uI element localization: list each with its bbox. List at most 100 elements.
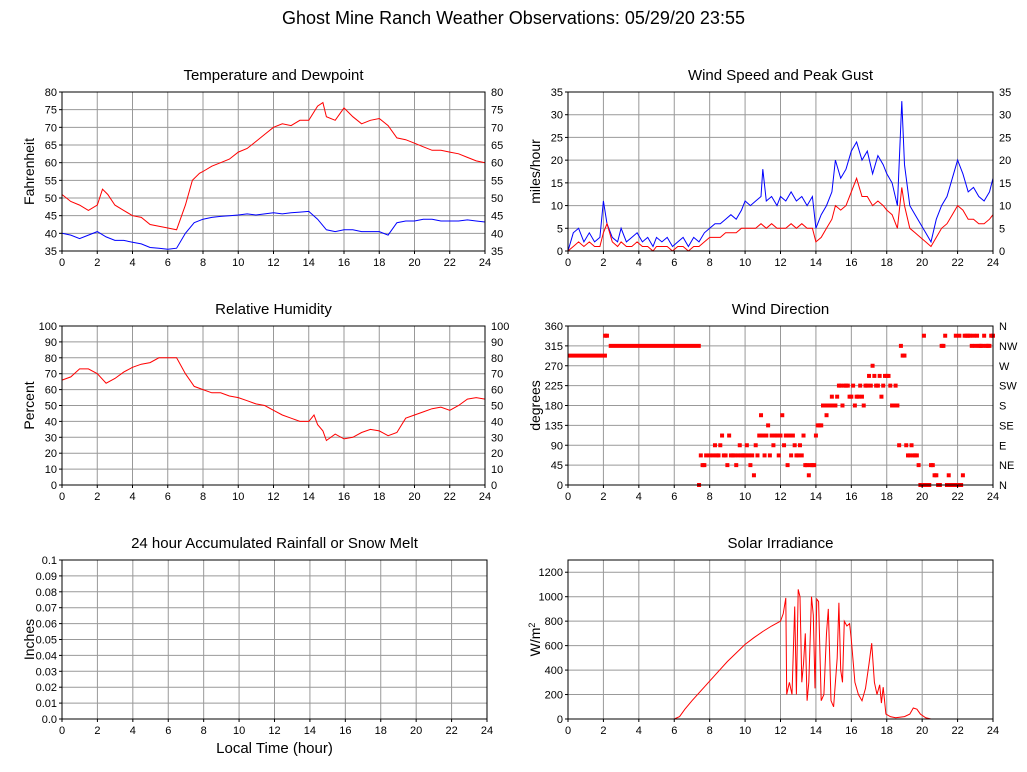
dir-point xyxy=(971,333,976,338)
dir-point xyxy=(875,383,880,388)
dir-right-tick-label: SW xyxy=(999,381,1017,393)
dir-point xyxy=(707,453,712,458)
temp-xtick-label: 2 xyxy=(94,257,100,269)
solar-ytick-label: 1200 xyxy=(539,567,563,579)
rh-ytick-label: 50 xyxy=(45,401,57,413)
wind-right-tick-label: 35 xyxy=(999,87,1011,99)
solar-ytick-label: 400 xyxy=(545,665,563,677)
rain-xtick-label: 14 xyxy=(304,725,316,737)
dir-point xyxy=(953,333,958,338)
temp-ytick-label: 35 xyxy=(45,246,57,258)
rh-xtick-label: 14 xyxy=(303,491,315,503)
dir-ytick-label: 0 xyxy=(557,480,563,492)
dir-point xyxy=(766,423,771,428)
dir-point xyxy=(838,383,843,388)
dir-point xyxy=(921,333,926,338)
rh-title: Relative Humidity xyxy=(215,301,332,318)
solar-xtick-label: 8 xyxy=(707,725,713,737)
rh-xtick-label: 12 xyxy=(267,491,279,503)
temp-ylabel: Fahrenheit xyxy=(21,138,37,205)
temp-xtick-label: 22 xyxy=(444,257,456,269)
dir-point xyxy=(776,453,781,458)
dir-point xyxy=(861,403,866,408)
dir-point xyxy=(849,394,854,399)
rain-ytick-label: 0.01 xyxy=(36,698,57,710)
wind-right-tick-label: 25 xyxy=(999,132,1011,144)
dir-point xyxy=(760,433,765,438)
rain-ylabel: Inches xyxy=(21,619,37,660)
dir-xtick-label: 10 xyxy=(739,491,751,503)
solar-xtick-label: 6 xyxy=(671,725,677,737)
rain-ytick-label: 0.02 xyxy=(36,682,57,694)
dir-xtick-label: 24 xyxy=(987,491,999,503)
dir-point xyxy=(712,443,717,448)
rh-series-line-0 xyxy=(61,357,486,442)
solar-xtick-label: 12 xyxy=(774,725,786,737)
dir-point xyxy=(799,453,804,458)
rain-xtick-label: 8 xyxy=(201,725,207,737)
temp-ytick-label: 60 xyxy=(45,158,57,170)
dir-point xyxy=(785,463,790,468)
temp-right-tick-label: 35 xyxy=(491,246,503,258)
temp-xtick-label: 24 xyxy=(479,257,491,269)
rain-chart: 24 hour Accumulated Rainfall or Snow Mel… xyxy=(21,535,493,757)
rh-xtick-label: 18 xyxy=(373,491,385,503)
rh-ytick-label: 80 xyxy=(45,353,57,365)
rh-right-tick-label: 50 xyxy=(491,401,503,413)
dir-point xyxy=(702,463,707,468)
dir-point xyxy=(744,443,749,448)
wind-right-tick-label: 5 xyxy=(999,223,1005,235)
dir-point xyxy=(893,383,898,388)
dir-point xyxy=(780,413,785,418)
dir-ytick-label: 225 xyxy=(545,381,563,393)
dir-point xyxy=(957,333,962,338)
dir-point xyxy=(771,443,776,448)
dir-right-tick-label: NW xyxy=(999,341,1018,353)
dir-ytick-label: 270 xyxy=(545,361,563,373)
temp-right-tick-label: 45 xyxy=(491,211,503,223)
dir-point xyxy=(759,413,764,418)
dir-point xyxy=(895,403,900,408)
rain-xtick-label: 0 xyxy=(59,725,65,737)
temp-ytick-label: 75 xyxy=(45,105,57,117)
dir-point xyxy=(916,463,921,468)
rh-right-tick-label: 30 xyxy=(491,432,503,444)
dir-xtick-label: 12 xyxy=(774,491,786,503)
wind-right-tick-label: 20 xyxy=(999,155,1011,167)
rain-ytick-label: 0.03 xyxy=(36,666,57,678)
rh-xtick-label: 22 xyxy=(444,491,456,503)
rh-ylabel: Percent xyxy=(21,381,37,429)
rain-xtick-label: 18 xyxy=(375,725,387,737)
wind-right-tick-label: 10 xyxy=(999,201,1011,213)
dir-right-tick-label: E xyxy=(999,440,1006,452)
temp-xtick-label: 20 xyxy=(408,257,420,269)
dir-xtick-label: 18 xyxy=(881,491,893,503)
rh-ytick-label: 0 xyxy=(51,480,57,492)
solar-series-line-0 xyxy=(568,589,993,720)
dir-point xyxy=(856,394,861,399)
rh-xtick-label: 20 xyxy=(408,491,420,503)
dir-point xyxy=(746,453,751,458)
dir-point xyxy=(704,453,709,458)
solar-ytick-label: 800 xyxy=(545,616,563,628)
dir-point xyxy=(751,473,756,478)
dir-point xyxy=(725,463,730,468)
wind-xtick-label: 18 xyxy=(881,257,893,269)
dir-point xyxy=(975,333,980,338)
dir-point xyxy=(718,443,723,448)
dir-point xyxy=(859,394,864,399)
dir-point xyxy=(835,394,840,399)
dir-xtick-label: 20 xyxy=(916,491,928,503)
rh-xtick-label: 16 xyxy=(338,491,350,503)
temp-xtick-label: 12 xyxy=(267,257,279,269)
dir-point xyxy=(867,373,872,378)
temp-right-tick-label: 55 xyxy=(491,175,503,187)
rh-xtick-label: 4 xyxy=(129,491,135,503)
solar-ytick-label: 600 xyxy=(545,641,563,653)
dir-title: Wind Direction xyxy=(732,301,830,318)
rain-xtick-label: 20 xyxy=(410,725,422,737)
temp-ytick-label: 80 xyxy=(45,87,57,99)
dir-point xyxy=(716,453,721,458)
dir-right-tick-label: NE xyxy=(999,460,1014,472)
